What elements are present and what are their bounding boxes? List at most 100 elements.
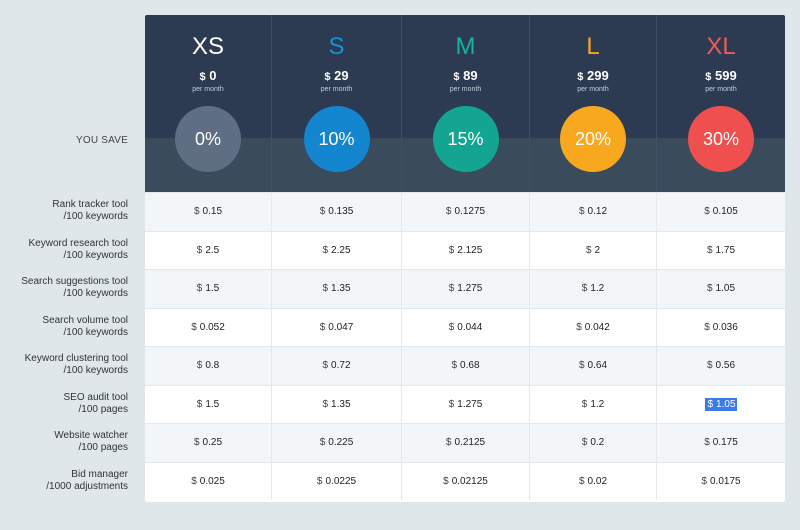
price-cell: $1.35: [271, 385, 401, 423]
price-cell: $2: [529, 231, 656, 269]
table-row: Keyword research tool/100 keywords $2.5 $2…: [0, 230, 800, 269]
price-cell: $0.105: [656, 193, 785, 231]
price-value: 2: [594, 244, 601, 256]
price-cell: $0.0225: [271, 462, 401, 500]
price-amount: 0: [209, 68, 217, 83]
currency-symbol: $: [443, 475, 449, 487]
plan-column-l[interactable]: L $ 299 per month 20%: [529, 15, 656, 192]
currency-symbol: $: [322, 398, 329, 410]
price-value: 0.175: [712, 437, 738, 449]
savings-badge: 15%: [432, 106, 499, 172]
row-label: SEO audit tool/100 pages: [0, 385, 128, 424]
plan-name: XL: [706, 33, 736, 60]
price-value: 1.5: [205, 283, 220, 295]
currency-symbol: $: [451, 360, 458, 372]
price-cell: $1.5: [145, 386, 271, 424]
billing-period: per month: [449, 86, 482, 93]
price-value: 0.042: [584, 321, 610, 333]
price-value: 0.8: [205, 360, 220, 372]
price-value: 0.02: [587, 475, 608, 487]
price-cell: $2.125: [401, 231, 529, 269]
plan-column-m[interactable]: M $ 89 per month 15%: [401, 15, 529, 192]
price-amount: 299: [587, 68, 609, 83]
savings-badge: 30%: [688, 106, 754, 172]
feature-unit: /100 keywords: [63, 365, 128, 377]
price-value: 1.275: [457, 398, 483, 410]
currency-symbol: $: [191, 321, 197, 333]
price-cell: $0.2: [529, 424, 656, 462]
price-cell: $1.05: [656, 270, 785, 308]
currency-symbol: $: [196, 283, 203, 295]
table-row: Website watcher/100 pages $0.25 $0.225 $0.2…: [0, 423, 800, 462]
row-cells: $0.025 $0.0225 $0.02125 $0.02 $0.0175: [145, 461, 785, 501]
price-cell: $2.25: [271, 231, 401, 269]
price-value: 0.12: [587, 206, 608, 218]
price-cell: $0.135: [271, 193, 401, 231]
row-label: Search volume tool/100 keywords: [0, 308, 128, 347]
feature-name: Search volume tool: [42, 314, 128, 326]
price-value: 0.1275: [454, 206, 486, 218]
price-value: 0.64: [587, 360, 608, 372]
price-value: 0.135: [328, 206, 354, 218]
currency-symbol: $: [319, 321, 326, 333]
table-bottom: [145, 500, 785, 502]
price-amount: 599: [715, 68, 737, 83]
plan-column-xs[interactable]: XS $ 0 per month 0%: [145, 15, 271, 192]
currency-symbol: $: [578, 360, 585, 372]
currency-symbol: $: [199, 71, 206, 83]
price-value: 1.275: [457, 283, 483, 295]
currency-symbol: $: [581, 283, 588, 295]
currency-symbol: $: [445, 206, 452, 218]
feature-unit: /100 pages: [78, 403, 129, 415]
price-rows: Rank tracker tool/100 keywords $0.15 $0.13…: [0, 192, 800, 500]
table-row: Keyword clustering tool/100 keywords $0.8…: [0, 346, 800, 385]
billing-period: per month: [577, 86, 609, 93]
currency-symbol: $: [319, 437, 326, 449]
price-value: 1.2: [590, 398, 605, 410]
price-cell: $0.036: [656, 308, 785, 346]
price-cell: $1.5: [145, 270, 271, 308]
currency-symbol: $: [576, 321, 582, 333]
price-cell: $0.175: [656, 424, 785, 462]
currency-symbol: $: [196, 360, 203, 372]
table-row: Search volume tool/100 keywords $0.052 $0.…: [0, 307, 800, 347]
price-cell: $0.042: [529, 308, 656, 346]
price-cell: $0.72: [271, 347, 401, 385]
plan-name: S: [328, 33, 345, 60]
plans-header: YOU SAVE XS $ 0 per month 0% S $ 29 per month 1…: [0, 15, 800, 192]
price-value: 0.56: [715, 360, 736, 372]
currency-symbol: $: [585, 244, 592, 256]
row-cells: $0.25 $0.225 $0.2125 $0.2 $0.175: [145, 423, 785, 462]
price-value: 1.05: [715, 397, 737, 411]
currency-symbol: $: [196, 244, 203, 256]
row-label: Search suggestions tool/100 keywords: [0, 269, 128, 308]
plan-column-s[interactable]: S $ 29 per month 10%: [271, 15, 401, 192]
currency-symbol: $: [704, 321, 710, 333]
price-value: 1.35: [331, 283, 351, 295]
price-value: 1.05: [715, 283, 736, 295]
currency-symbol: $: [706, 283, 713, 295]
row-label: Rank tracker tool/100 keywords: [0, 192, 128, 231]
currency-symbol: $: [191, 475, 197, 487]
billing-period: per month: [192, 86, 224, 93]
price-value: 0.225: [328, 437, 354, 449]
price-value: 1.75: [715, 244, 736, 256]
row-label: Bid manager/1000 adjustments: [0, 462, 128, 501]
price-value: 1.5: [205, 398, 220, 410]
feature-unit: /100 keywords: [63, 211, 128, 223]
price-value: 0.2: [590, 437, 605, 449]
plan-price: $ 89: [402, 69, 529, 84]
price-value: 0.105: [712, 206, 738, 218]
plan-column-xl[interactable]: XL $ 599 per month 30%: [656, 15, 785, 192]
price-value: 0.052: [199, 321, 225, 333]
price-value: 2.25: [331, 244, 351, 256]
currency-symbol: $: [448, 398, 455, 410]
price-cell: $0.8: [145, 347, 271, 385]
table-row: SEO audit tool/100 pages $1.5 $1.35 $1.275 $…: [0, 384, 800, 424]
currency-symbol: $: [704, 206, 710, 218]
price-cell: $0.025: [145, 463, 271, 501]
price-value: 0.047: [328, 321, 354, 333]
feature-unit: /100 keywords: [63, 249, 128, 261]
price-cell: $0.052: [145, 309, 271, 347]
price-value: 0.036: [712, 321, 738, 333]
